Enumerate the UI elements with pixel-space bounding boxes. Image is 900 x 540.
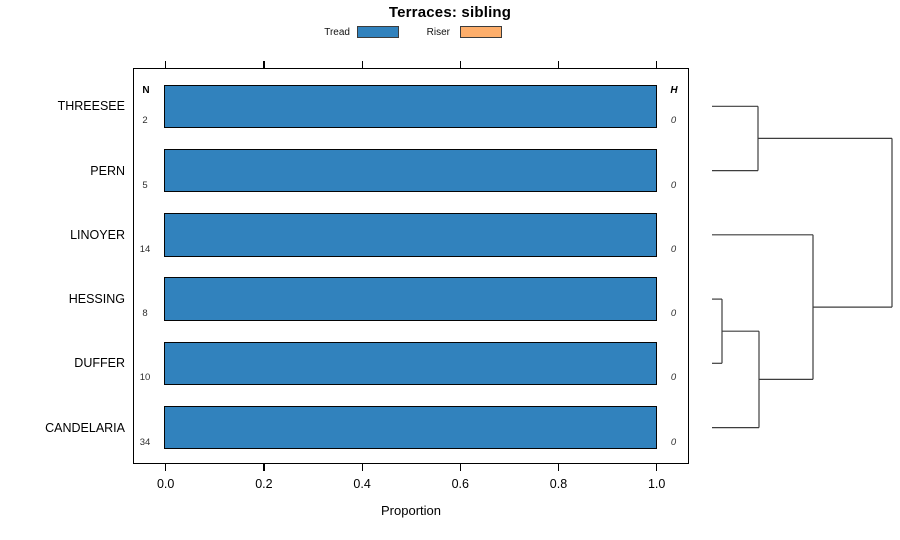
- axis-tick-bottom: [165, 463, 167, 471]
- category-label: CANDELARIA: [45, 420, 125, 435]
- axis-tick-top: [361, 61, 363, 68]
- legend-label: Tread: [324, 27, 350, 38]
- axis-tick-label: 0.0: [156, 477, 175, 491]
- h-value: 0: [670, 372, 677, 384]
- n-value: 5: [142, 179, 148, 191]
- bar-segment-tread: [164, 148, 657, 193]
- plot-area-border: [133, 68, 689, 464]
- bar-segment-tread: [164, 213, 657, 257]
- bar-segment-tread: [164, 405, 657, 450]
- axis-tick-bottom: [557, 463, 560, 471]
- bar-segment-tread: [164, 277, 657, 321]
- axis-tick-bottom: [656, 463, 658, 471]
- category-label: HESSING: [68, 292, 125, 307]
- h-value: 0: [670, 308, 677, 320]
- n-value: 2: [142, 115, 148, 127]
- axis-tick-label: 0.4: [353, 477, 371, 491]
- category-label: PERN: [90, 163, 125, 178]
- x-axis-label: Proportion: [381, 503, 441, 518]
- category-label: DUFFER: [74, 356, 125, 371]
- axis-tick-top: [165, 61, 167, 68]
- axis-tick-bottom: [361, 463, 363, 471]
- axis-tick-top: [557, 61, 560, 68]
- legend-swatch: [460, 26, 502, 38]
- h-value: 0: [670, 436, 677, 448]
- category-label: THREESEE: [57, 99, 125, 114]
- legend-swatch: [357, 26, 399, 38]
- n-value: 8: [142, 308, 148, 320]
- chart-title: Terraces: sibling: [388, 4, 512, 21]
- h-value: 0: [670, 115, 677, 127]
- axis-tick-label: 0.8: [549, 477, 568, 491]
- axis-tick-label: 0.2: [255, 477, 273, 491]
- category-label: LINOYER: [70, 227, 125, 242]
- n-column-header: N: [142, 85, 150, 96]
- axis-tick-label: 1.0: [647, 477, 666, 491]
- n-value: 14: [139, 243, 151, 255]
- h-value: 0: [670, 243, 677, 255]
- axis-tick-label: 0.6: [451, 477, 469, 491]
- axis-tick-top: [459, 61, 461, 68]
- axis-tick-bottom: [263, 463, 265, 471]
- axis-tick-bottom: [459, 463, 461, 471]
- legend-label: Riser: [426, 27, 450, 38]
- axis-tick-top: [656, 61, 658, 68]
- h-column-header: H: [670, 85, 678, 96]
- bar-segment-tread: [164, 84, 657, 129]
- bar-segment-tread: [164, 341, 657, 386]
- n-value: 34: [139, 436, 151, 448]
- n-value: 10: [139, 372, 151, 384]
- h-value: 0: [670, 179, 677, 191]
- axis-tick-top: [263, 61, 265, 68]
